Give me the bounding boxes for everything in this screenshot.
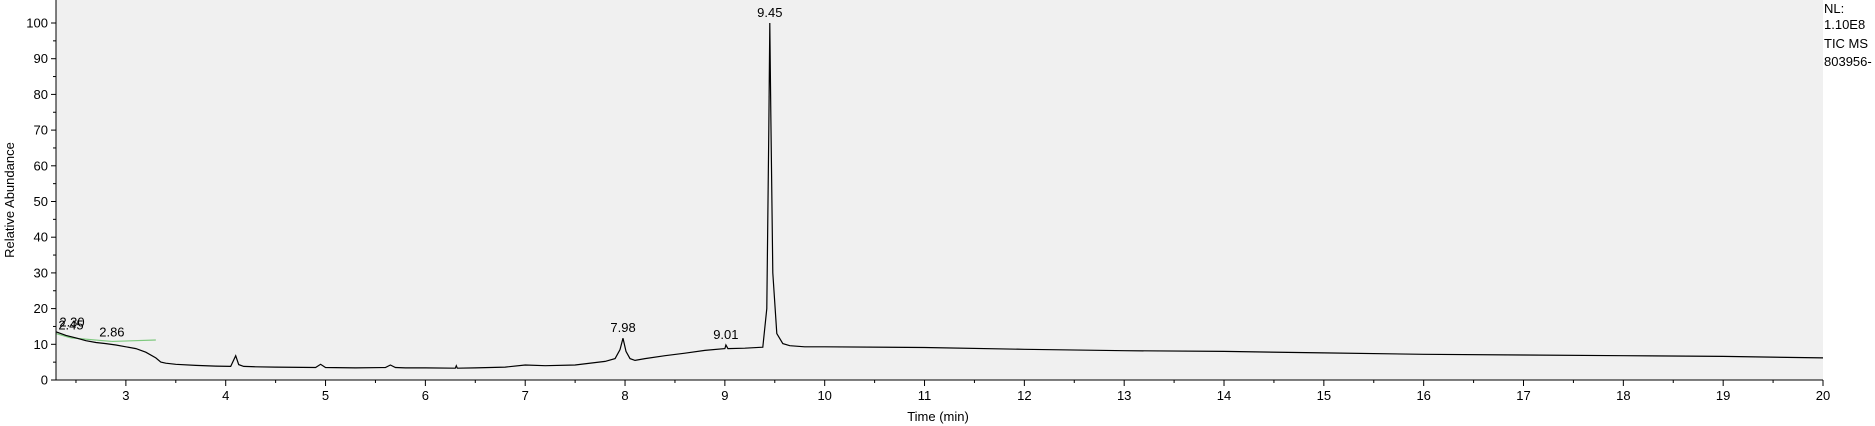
y-tick-label: 10: [34, 337, 48, 352]
side-note-normalization-value: 1.10E8: [1824, 17, 1865, 32]
y-tick-label: 30: [34, 265, 48, 280]
integration-baseline-1: [55, 333, 72, 339]
x-tick-label: 13: [1117, 388, 1131, 403]
y-tick-label: 40: [34, 230, 48, 245]
peak-label: 9.01: [713, 327, 738, 342]
x-tick-label: 4: [222, 388, 229, 403]
x-tick-label: 16: [1416, 388, 1430, 403]
x-tick-label: 9: [721, 388, 728, 403]
integration-baseline-3: [111, 339, 156, 343]
peak-label: 7.98: [610, 320, 635, 335]
y-axis-title: Relative Abundance: [2, 142, 17, 258]
x-tick-label: 11: [918, 388, 932, 403]
x-tick-label: 6: [422, 388, 429, 403]
x-tick-label: 10: [817, 388, 831, 403]
peak-label: 2.45: [58, 318, 83, 333]
x-tick-label: 12: [1017, 388, 1031, 403]
y-tick-label: 20: [34, 301, 48, 316]
x-tick-label: 15: [1317, 388, 1331, 403]
plot-background: [56, 0, 1823, 380]
y-tick-label: 80: [34, 87, 48, 102]
x-tick-label: 19: [1716, 388, 1730, 403]
x-tick-label: 17: [1516, 388, 1530, 403]
peak-label: 2.86: [99, 325, 124, 340]
x-tick-label: 8: [621, 388, 628, 403]
peak-label: 2.30: [59, 315, 84, 330]
x-tick-label: 7: [522, 388, 529, 403]
y-tick-label: 70: [34, 123, 48, 138]
x-tick-label: 3: [122, 388, 129, 403]
y-tick-label: 50: [34, 194, 48, 209]
x-tick-label: 5: [322, 388, 329, 403]
ticks-layer: 0 10 20 30 40 50 60 70 80 90 100 3 4 5 6 7 8 9 10 11 12 13 14 1…: [26, 16, 1830, 404]
y-tick-label: 100: [26, 16, 48, 31]
tic-trace-line: [55, 22, 1824, 369]
y-tick-label: 0: [41, 373, 48, 388]
x-tick-label: 20: [1816, 388, 1830, 403]
x-axis-title: Time (min): [907, 409, 969, 424]
peak-labels-layer: 2.302.45 2.86 7.98 9.01 9.45: [58, 5, 782, 342]
side-note-scan-filter: TIC MS: [1824, 36, 1868, 51]
y-tick-label: 60: [34, 158, 48, 173]
y-tick-label: 90: [34, 51, 48, 66]
peak-label: 9.45: [757, 5, 782, 20]
side-note-normalization-label: NL:: [1824, 1, 1844, 16]
x-tick-label: 18: [1616, 388, 1630, 403]
x-tick-label: 14: [1217, 388, 1231, 403]
side-note-file-name: 803956-: [1824, 54, 1872, 69]
